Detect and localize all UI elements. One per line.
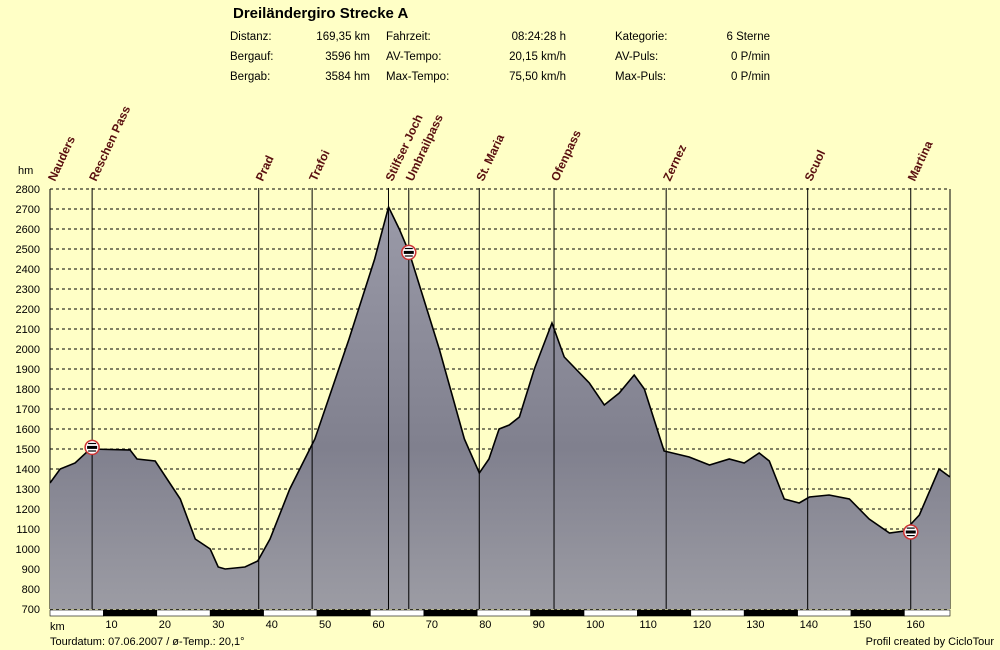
stat-value: 3596 hm — [325, 51, 370, 63]
km-scale-segment — [370, 609, 425, 617]
x-tick-label: 90 — [533, 619, 545, 631]
x-tick-label: 60 — [372, 619, 384, 631]
y-axis-label: hm — [18, 165, 33, 177]
y-tick-label: 2500 — [16, 244, 40, 256]
y-tick-label: 2000 — [16, 344, 40, 356]
waypoint-label: Reschen Pass — [86, 103, 133, 183]
y-tick-label: 1800 — [16, 384, 40, 396]
stat-value: 08:24:28 h — [511, 31, 566, 43]
km-scale-segment — [423, 609, 478, 617]
waypoint-label: Scuol — [802, 148, 828, 184]
y-tick-label: 2800 — [16, 184, 40, 196]
x-axis-label: km — [50, 621, 65, 633]
x-tick-label: 160 — [906, 619, 924, 631]
stat-label: AV-Tempo: — [386, 51, 442, 63]
km-scale-segment — [797, 609, 852, 617]
x-tick-label: 150 — [853, 619, 871, 631]
x-tick-label: 120 — [693, 619, 711, 631]
stat-value: 75,50 km/h — [509, 71, 566, 83]
y-tick-label: 1900 — [16, 364, 40, 376]
chart-title: Dreiländergiro Strecke A — [233, 5, 409, 22]
waypoint-label: St. Maria — [473, 132, 507, 184]
elevation-area — [50, 207, 950, 609]
y-tick-label: 1300 — [16, 484, 40, 496]
x-tick-label: 30 — [212, 619, 224, 631]
waypoint-label: Prad — [253, 153, 277, 183]
x-tick-label: 100 — [586, 619, 604, 631]
km-scale-segment — [637, 609, 692, 617]
stat-label: Distanz: — [230, 31, 272, 43]
waypoint-label: Trafoi — [306, 148, 332, 184]
stat-value: 169,35 km — [316, 31, 370, 43]
km-scale-segment — [850, 609, 905, 617]
stat-value: 0 P/min — [731, 71, 770, 83]
x-tick-label: 140 — [800, 619, 818, 631]
waypoint-label: Zernez — [660, 142, 689, 183]
y-tick-label: 900 — [22, 564, 40, 576]
waypoint-label: Nauders — [45, 134, 78, 184]
elevation-line — [49, 204, 951, 570]
y-tick-label: 1200 — [16, 504, 40, 516]
y-tick-label: 2600 — [16, 224, 40, 236]
waypoint-label: Ofenpass — [548, 127, 584, 183]
y-tick-label: 1100 — [16, 524, 40, 536]
border-crossing-icon — [401, 244, 417, 261]
x-tick-label: 70 — [426, 619, 438, 631]
km-scale-segment — [476, 609, 531, 617]
km-scale-segment — [583, 609, 638, 617]
km-scale-segment — [316, 609, 371, 617]
y-tick-label: 1400 — [16, 464, 40, 476]
stat-label: Fahrzeit: — [386, 31, 431, 43]
km-scale-segment — [904, 609, 951, 617]
y-tick-label: 2700 — [16, 204, 40, 216]
km-scale-segment — [49, 609, 104, 617]
stat-label: Bergauf: — [230, 51, 274, 63]
waypoint-label: Martina — [905, 138, 936, 183]
x-tick-label: 130 — [746, 619, 764, 631]
km-scale-segment — [103, 609, 158, 617]
stat-label: Max-Tempo: — [386, 71, 450, 83]
footer-tour-info: Tourdatum: 07.06.2007 / ø-Temp.: 20,1° — [50, 636, 245, 648]
stat-value: 3584 hm — [325, 71, 370, 83]
y-tick-label: 1600 — [16, 424, 40, 436]
border-crossing-icon — [902, 524, 919, 540]
stat-value: 6 Sterne — [726, 31, 770, 43]
stat-label: Kategorie: — [615, 31, 668, 43]
stat-label: AV-Puls: — [615, 51, 659, 63]
y-tick-label: 1000 — [16, 544, 40, 556]
stat-label: Bergab: — [230, 71, 271, 83]
km-scale-segment — [263, 609, 318, 617]
y-tick-label: 700 — [22, 604, 40, 616]
stat-value: 0 P/min — [731, 51, 770, 63]
km-scale-segment — [530, 609, 585, 617]
km-scale-segment — [690, 609, 745, 617]
x-tick-label: 80 — [479, 619, 491, 631]
stat-label: Max-Puls: — [615, 71, 667, 83]
x-tick-label: 50 — [319, 619, 331, 631]
km-scale-segment — [743, 609, 798, 617]
y-tick-label: 1700 — [16, 404, 40, 416]
border-crossing-icon — [84, 439, 100, 456]
km-scale-segment — [156, 609, 211, 617]
x-tick-label: 10 — [105, 619, 117, 631]
x-tick-label: 20 — [159, 619, 171, 631]
footer-credit: Profil created by CicloTour — [865, 636, 994, 648]
y-tick-label: 800 — [22, 584, 40, 596]
x-tick-label: 40 — [266, 619, 278, 631]
y-tick-label: 2400 — [16, 264, 40, 276]
km-scale-segment — [209, 609, 264, 617]
y-tick-label: 2200 — [16, 304, 40, 316]
y-tick-label: 1500 — [16, 444, 40, 456]
x-tick-label: 110 — [639, 619, 657, 631]
y-tick-label: 2300 — [16, 284, 40, 296]
stat-value: 20,15 km/h — [509, 51, 566, 63]
y-tick-label: 2100 — [16, 324, 40, 336]
